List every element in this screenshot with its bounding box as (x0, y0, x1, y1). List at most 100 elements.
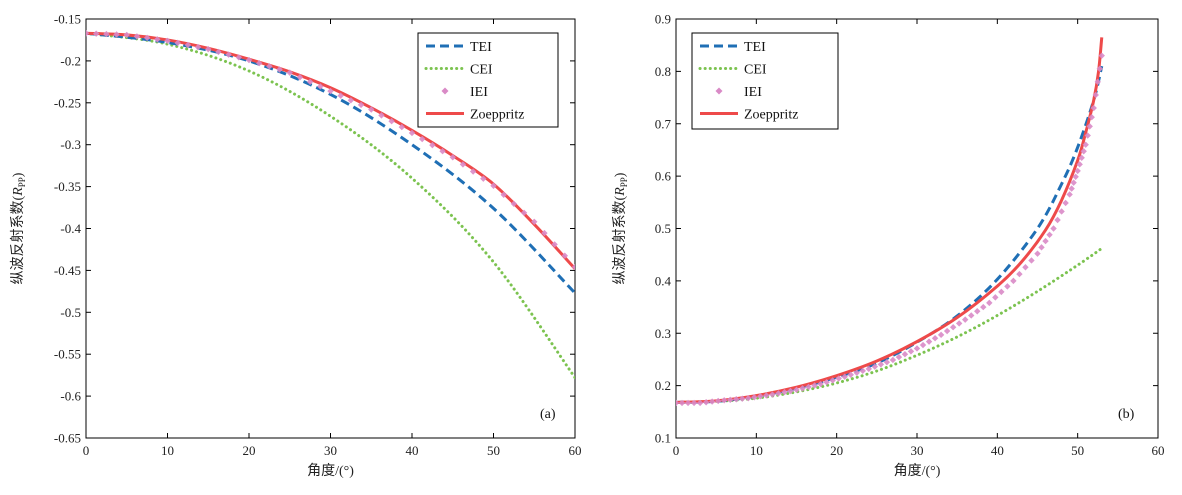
y-axis-label: 纵波反射系数(RPP) (612, 172, 629, 284)
x-tick-label: 30 (911, 443, 924, 458)
x-axis-label: 角度/(°) (307, 463, 354, 479)
series-point-iei (1004, 283, 1011, 290)
series-point-iei (943, 327, 951, 335)
series-point-iei (733, 396, 740, 403)
legend-label-cei: CEI (470, 63, 493, 78)
y-axis-label-var: R (11, 187, 26, 197)
series-point-iei (1034, 250, 1041, 257)
series-point-iei (793, 386, 800, 394)
series-point-iei (721, 397, 728, 404)
y-axis-label-var: R (613, 187, 628, 197)
series-point-iei (684, 399, 692, 407)
series-point-iei (817, 380, 824, 388)
panel-label: (b) (1118, 407, 1135, 422)
series-point-iei (113, 31, 120, 38)
y-tick-label: 0.2 (655, 378, 671, 393)
series-point-iei (1090, 104, 1097, 112)
series-point-iei (398, 123, 406, 131)
series-point-iei (1046, 231, 1053, 238)
series-point-iei (883, 358, 891, 366)
y-tick-label: -0.6 (60, 389, 81, 404)
series-point-iei (194, 43, 202, 51)
y-axis-label-sub: PP (17, 177, 27, 187)
legend-label-tei: TEI (470, 40, 492, 55)
series-point-iei (1058, 208, 1065, 215)
series-iei (86, 30, 575, 271)
x-tick-label: 20 (243, 443, 256, 458)
series-point-iei (1022, 264, 1029, 271)
series-point-iei (469, 168, 477, 175)
chart-panel-a: 0 10 20 30 40 50 60 -0.65 -0.6 -0.55 -0.5 -0.45 -0.4… (10, 12, 582, 480)
series-point-iei (708, 398, 716, 405)
legend-marker-iei (441, 87, 449, 95)
series-point-iei (702, 399, 710, 406)
y-axis-label-end: ) (11, 172, 26, 177)
series-point-iei (1016, 270, 1023, 278)
series-point-iei (184, 41, 192, 49)
series-point-iei (853, 369, 860, 376)
series-point-iei (531, 218, 538, 225)
series-point-iei (1076, 161, 1083, 168)
x-tick-label: 40 (406, 443, 419, 458)
series-point-iei (763, 392, 770, 399)
legend-label-zoeppritz: Zoeppritz (470, 108, 524, 123)
series-point-iei (949, 324, 957, 331)
series-point-iei (895, 353, 903, 361)
y-tick-label: 0.7 (655, 116, 672, 131)
legend-label-tei: TEI (744, 40, 766, 55)
series-point-iei (799, 385, 806, 392)
series-point-iei (235, 54, 243, 61)
series-point-iei (500, 191, 507, 198)
series-point-iei (255, 60, 263, 67)
series-point-iei (286, 69, 293, 76)
series-point-iei (388, 118, 395, 125)
series-point-iei (174, 39, 181, 47)
series-point-iei (429, 141, 436, 149)
x-tick-label: 0 (673, 443, 680, 458)
y-tick-label: -0.2 (60, 53, 81, 68)
series-point-iei (992, 294, 999, 301)
series-point-iei (459, 161, 467, 168)
series-point-iei (123, 31, 130, 39)
y-tick-label: -0.4 (60, 221, 81, 236)
series-point-iei (901, 351, 909, 358)
series-point-iei (296, 74, 304, 81)
y-tick-label: 0.6 (655, 169, 672, 184)
series-point-iei (1086, 123, 1093, 130)
series-point-iei (751, 394, 758, 401)
series-point-iei (143, 34, 151, 42)
series-point-iei (520, 209, 528, 216)
y-axis-label: 纵波反射系数(RPP) (10, 172, 27, 284)
x-tick-label: 60 (569, 443, 582, 458)
series-point-iei (1082, 141, 1089, 148)
series-point-iei (337, 92, 344, 99)
series-point-iei (245, 56, 253, 64)
legend: TEI CEI IEI Zoeppritz (691, 32, 839, 130)
series-point-iei (962, 316, 969, 323)
y-tick-label: 0.3 (655, 326, 671, 341)
y-tick-label: 0.4 (655, 273, 672, 288)
x-tick-label: 10 (161, 443, 174, 458)
x-tick-label: 0 (83, 443, 90, 458)
plot-area (676, 37, 1105, 407)
series-point-iei (306, 78, 314, 86)
series-point-iei (133, 33, 141, 40)
series-point-iei (378, 112, 385, 119)
y-tick-label: -0.5 (60, 305, 81, 320)
series-point-iei (92, 30, 100, 37)
y-axis-label-end: ) (613, 172, 628, 177)
y-axis-label-main: 纵波反射系数( (612, 195, 628, 284)
series-point-iei (1028, 257, 1035, 264)
series-point-iei (480, 175, 487, 182)
series-point-iei (811, 382, 818, 389)
series-point-iei (418, 135, 426, 143)
legend-label-zoeppritz: Zoeppritz (744, 108, 798, 123)
series-point-iei (745, 394, 752, 402)
chart-panel-b: 0 10 20 30 40 50 60 0.1 0.2 0.3 0.4 0.5 0.6 0.7 0.8 0.9… (612, 12, 1165, 480)
series-point-iei (164, 37, 171, 44)
series-point-iei (327, 87, 334, 95)
series-point-iei (1094, 78, 1101, 86)
series-point-iei (829, 377, 836, 384)
series-point-iei (998, 288, 1005, 296)
